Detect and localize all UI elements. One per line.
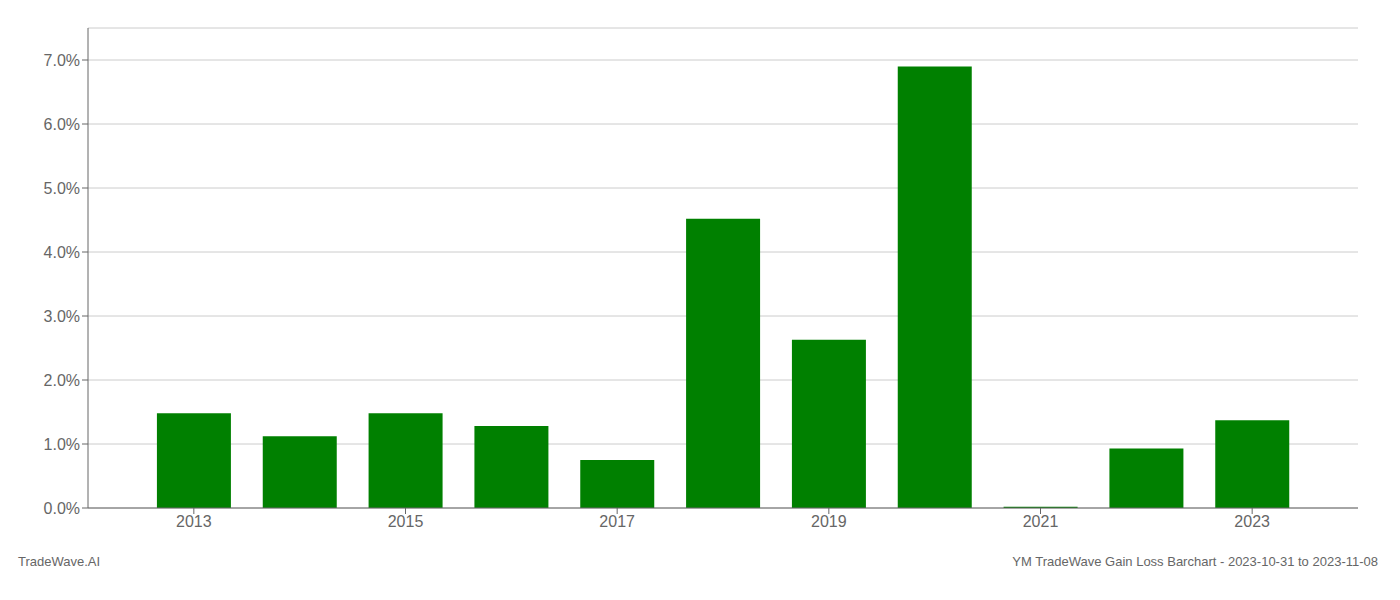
svg-text:2023: 2023 — [1234, 513, 1270, 530]
svg-text:4.0%: 4.0% — [44, 244, 80, 261]
svg-text:2017: 2017 — [599, 513, 635, 530]
svg-text:5.0%: 5.0% — [44, 180, 80, 197]
svg-text:1.0%: 1.0% — [44, 436, 80, 453]
svg-text:0.0%: 0.0% — [44, 500, 80, 517]
svg-text:3.0%: 3.0% — [44, 308, 80, 325]
svg-text:2013: 2013 — [176, 513, 212, 530]
svg-text:7.0%: 7.0% — [44, 52, 80, 69]
html-text:YM TradeWave Gain Loss Barchar: YM TradeWave Gain Loss Barchart - 2023-1… — [1012, 554, 1378, 569]
svg-text:6.0%: 6.0% — [44, 116, 80, 133]
svg-text:2015: 2015 — [388, 513, 424, 530]
svg-text:2019: 2019 — [811, 513, 847, 530]
svg-text:2.0%: 2.0% — [44, 372, 80, 389]
html-text:TradeWave.AI: TradeWave.AI — [18, 554, 101, 569]
svg-text:2021: 2021 — [1023, 513, 1059, 530]
